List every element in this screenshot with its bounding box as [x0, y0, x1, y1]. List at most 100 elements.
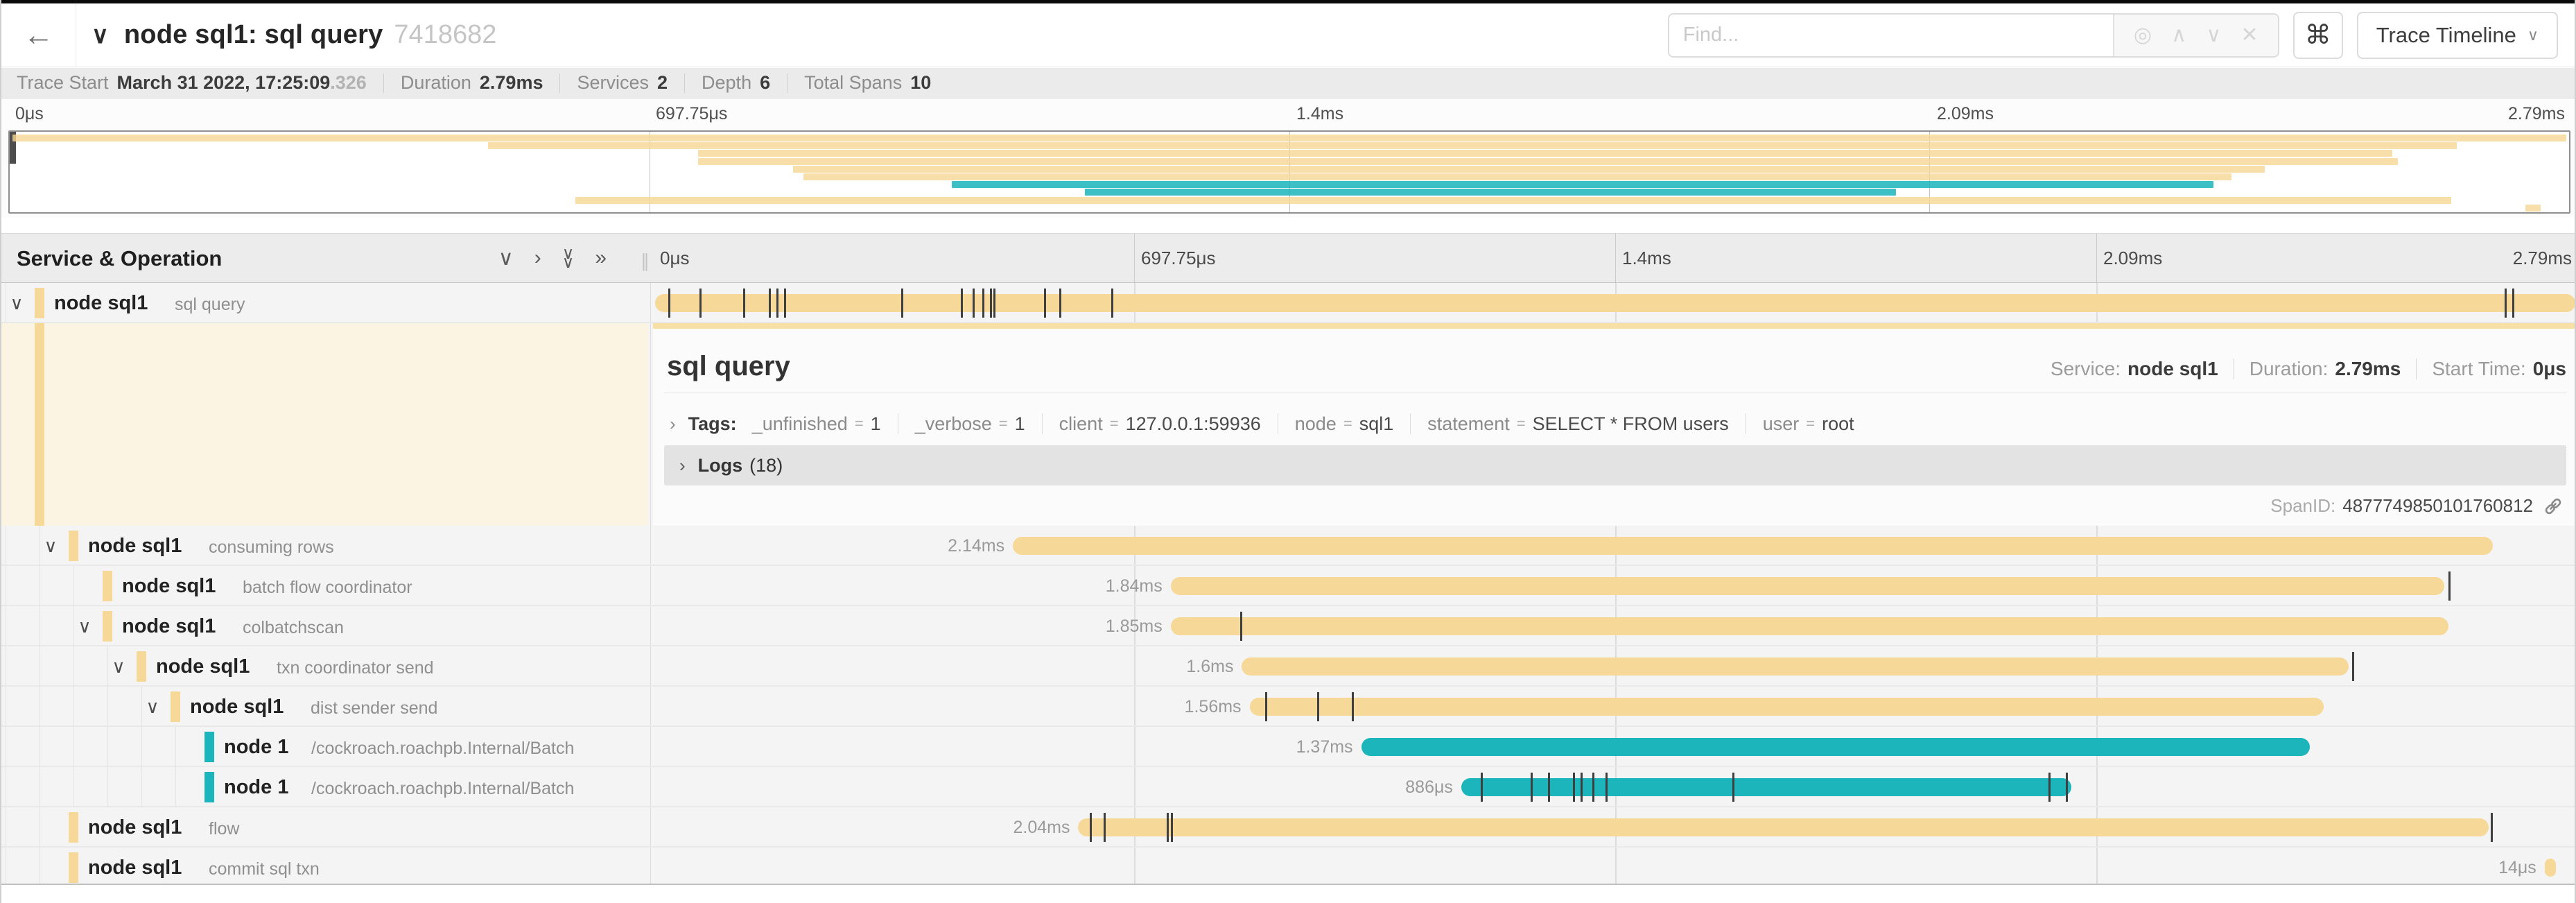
column-resize-grip[interactable]: ∥ — [641, 250, 651, 271]
tag-value: 1 — [1014, 413, 1025, 434]
expand-all-icon[interactable]: » — [595, 246, 607, 269]
span-timeline-row[interactable]: 1.84ms — [653, 566, 2575, 606]
service-operation-title: Service & Operation — [17, 246, 223, 270]
find-next-icon[interactable]: ∨ — [2206, 24, 2222, 46]
span-timeline-row[interactable]: 1.6ms — [653, 646, 2575, 687]
view-select-label: Trace Timeline — [2376, 22, 2516, 47]
span-bar[interactable] — [1461, 778, 2071, 796]
stat-divider — [559, 73, 561, 93]
span-bar[interactable] — [1013, 537, 2493, 555]
span-tree-row[interactable]: ∨ node sql1 sql query — [1, 283, 648, 323]
link-icon[interactable] — [2543, 496, 2564, 517]
span-tree-row[interactable]: node sql1 batch flow coordinator — [1, 566, 648, 606]
expand-one-icon[interactable]: › — [534, 246, 541, 269]
tag-key: statement — [1427, 413, 1510, 434]
span-tree-row[interactable]: ∨ node sql1 colbatchscan — [1, 606, 648, 646]
logs-row[interactable]: › Logs (18) — [664, 445, 2566, 485]
log-marker — [1572, 773, 1575, 802]
find-clear-icon[interactable]: ✕ — [2240, 24, 2259, 46]
span-tree-row[interactable]: ∨ node sql1 dist sender send — [1, 687, 648, 727]
tag-key: client — [1059, 413, 1103, 434]
span-timeline-row[interactable]: 886μs — [653, 767, 2575, 807]
tag-item[interactable]: user = root — [1763, 413, 1854, 435]
span-tree-row[interactable]: ∨ node sql1 txn coordinator send — [1, 646, 648, 687]
indent-guide — [107, 727, 108, 767]
span-timeline-row[interactable]: 14μs — [653, 848, 2575, 884]
row-expander-chevron-icon[interactable]: ∨ — [146, 696, 159, 717]
row-expander-chevron-icon[interactable]: ∨ — [78, 616, 92, 637]
service-color-strip — [69, 531, 78, 561]
service-name: node sql1 — [88, 816, 182, 839]
stat-label: Duration — [400, 72, 471, 93]
row-expander-chevron-icon[interactable]: ∨ — [44, 535, 58, 556]
span-timeline-row[interactable]: 1.56ms — [653, 687, 2575, 727]
span-timeline-row[interactable] — [653, 283, 2575, 323]
time-tick-label: 1.4ms — [1622, 248, 1671, 268]
span-tree-row[interactable]: node 1/cockroach.roachpb.Internal/Batch — [1, 767, 648, 807]
row-separator — [1, 606, 2575, 646]
operation-name: dist sender send — [311, 698, 438, 718]
tag-item[interactable]: statement = SELECT * FROM users — [1427, 413, 1729, 435]
tag-item[interactable]: client = 127.0.0.1:59936 — [1059, 413, 1261, 435]
trace-stats-bar: Trace Start March 31 2022, 17:25:09.326 Du… — [1, 68, 2575, 98]
keyboard-shortcuts-button[interactable]: ⌘ — [2292, 11, 2343, 59]
stat-divider — [684, 73, 686, 93]
span-tree-row[interactable]: node sql1 flow — [1, 807, 648, 848]
time-tick-label: 0μs — [660, 248, 690, 268]
span-detail-left-fill — [1, 323, 648, 526]
log-marker — [2504, 289, 2507, 318]
operation-name: consuming rows — [209, 538, 334, 557]
span-duration-label: 1.84ms — [1105, 576, 1163, 596]
span-bar[interactable] — [1249, 698, 2324, 716]
service-operation-header: Service & Operation ∨ › ∨ ∨ » ∥ — [1, 234, 651, 282]
timeline-column-header: Service & Operation ∨ › ∨ ∨ » ∥ 0μs 697.75… — [1, 233, 2575, 283]
span-timeline-row[interactable]: 1.85ms — [653, 606, 2575, 646]
log-marker — [1732, 773, 1735, 802]
log-marker — [1090, 813, 1093, 842]
log-marker — [1167, 813, 1169, 842]
collapse-all-icon[interactable]: ∨ ∨ — [562, 244, 575, 272]
span-timeline-row[interactable]: 2.14ms — [653, 526, 2575, 566]
indent-guide — [107, 767, 108, 807]
span-bar[interactable] — [654, 294, 2575, 312]
tag-item[interactable]: node = sql1 — [1295, 413, 1393, 435]
find-group: ◎ ∧ ∨ ✕ — [1667, 12, 2279, 58]
span-tree-row[interactable]: node 1/cockroach.roachpb.Internal/Batch — [1, 727, 648, 767]
window-top-edge — [1, 0, 2575, 3]
span-bar[interactable] — [1361, 738, 2310, 756]
span-bar[interactable] — [2544, 859, 2557, 877]
find-prev-icon[interactable]: ∧ — [2171, 24, 2187, 46]
tag-item[interactable]: _verbose = 1 — [915, 413, 1025, 435]
span-duration-label: 1.6ms — [1186, 657, 1234, 676]
span-tree-row[interactable]: node sql1 commit sql txn — [1, 848, 648, 884]
span-bar[interactable] — [1078, 818, 2489, 836]
find-input[interactable] — [1669, 14, 2113, 56]
operation-name: flow — [209, 819, 240, 839]
span-tree-row[interactable]: ∨ node sql1 consuming rows — [1, 526, 648, 566]
span-bar[interactable] — [1242, 657, 2349, 676]
timeline-minimap-section: 0μs 697.75μs 1.4ms 2.09ms 2.79ms — [1, 98, 2575, 218]
time-tick-label: 697.75μs — [1141, 248, 1216, 268]
row-expander-chevron-icon[interactable]: ∨ — [112, 656, 125, 677]
log-marker — [2448, 571, 2451, 601]
span-detail-meta: Service: node sql1 Duration: 2.79ms Star… — [2051, 358, 2566, 380]
tag-item[interactable]: _unfinished = 1 — [752, 413, 881, 435]
view-select-button[interactable]: Trace Timeline ∨ — [2356, 11, 2558, 59]
span-timeline-row[interactable]: 1.37ms — [653, 727, 2575, 767]
span-bar[interactable] — [1170, 577, 2445, 595]
locate-icon[interactable]: ◎ — [2133, 24, 2152, 46]
span-bar[interactable] — [1170, 617, 2448, 635]
tags-row[interactable]: › Tags: _unfinished = 1 _verbose = 1 client = 12… — [670, 408, 2566, 440]
tag-key: _verbose — [914, 413, 992, 434]
span-duration-label: 14μs — [2498, 858, 2536, 877]
minimap-scrub-handle[interactable] — [10, 132, 16, 164]
log-marker — [1264, 692, 1267, 721]
back-button[interactable]: ← — [1, 3, 76, 67]
log-marker — [1316, 692, 1319, 721]
timeline-minimap[interactable] — [8, 130, 2570, 214]
collapse-one-icon[interactable]: ∨ — [498, 246, 514, 270]
span-timeline-row[interactable]: 2.04ms — [653, 807, 2575, 848]
indent-guide — [141, 727, 142, 767]
row-expander-chevron-icon[interactable]: ∨ — [10, 293, 24, 313]
collapse-all-chevron-icon[interactable]: ∨ — [92, 22, 109, 49]
